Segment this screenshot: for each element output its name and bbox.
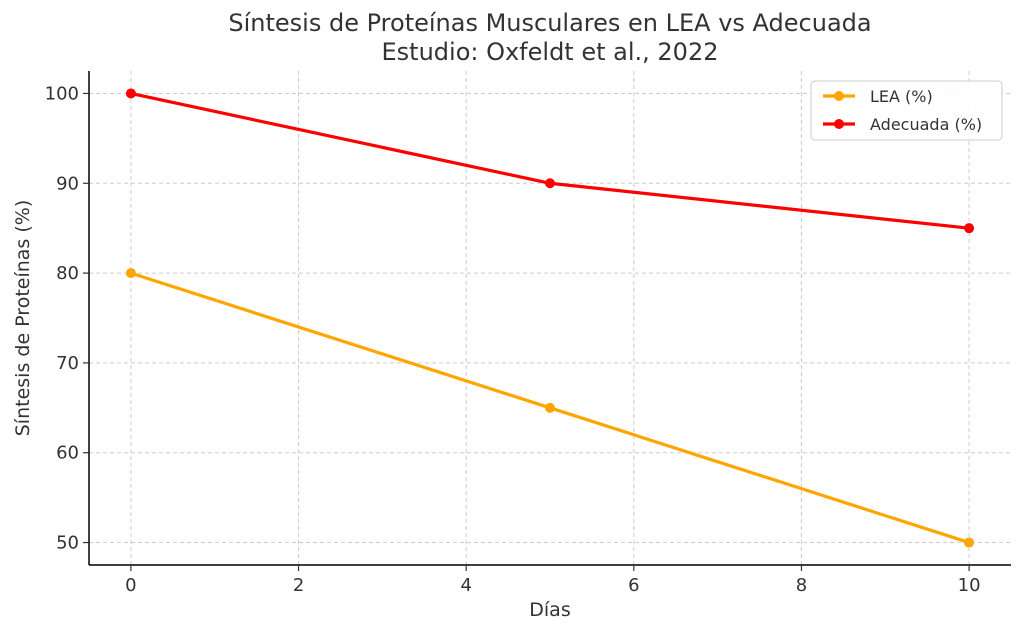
series: [125, 88, 975, 548]
series-adecuada: [125, 88, 975, 234]
x-tick-label: 6: [628, 575, 639, 596]
legend-swatch-marker: [834, 119, 844, 129]
data-point: [125, 88, 136, 99]
chart-subtitle: Estudio: Oxfeldt et al., 2022: [382, 38, 719, 66]
y-tick-label: 60: [56, 443, 79, 464]
axes: [88, 71, 1011, 566]
x-tick-label: 4: [460, 575, 471, 596]
y-tick-label: 70: [56, 353, 79, 374]
legend-items: LEA (%) Adecuada (%): [823, 87, 982, 134]
y-tick-label: 90: [56, 173, 79, 194]
x-tick-label: 10: [958, 575, 981, 596]
legend-box: [810, 80, 1003, 141]
x-axis-label: Días: [529, 599, 570, 621]
grid: [89, 71, 1011, 565]
x-tick-label: 0: [125, 575, 136, 596]
data-point: [964, 223, 975, 234]
y-ticks: 50 60 70 80 90 100: [45, 83, 89, 554]
legend-label: LEA (%): [870, 87, 933, 106]
legend: LEA (%) Adecuada (%): [810, 80, 1003, 141]
legend-label: Adecuada (%): [870, 115, 982, 134]
y-axis-label: Síntesis de Proteínas (%): [12, 200, 34, 437]
y-tick-label: 50: [56, 533, 79, 554]
series-lea: [125, 268, 975, 548]
legend-item: Adecuada (%): [823, 115, 982, 134]
data-point: [545, 402, 555, 413]
y-tick-label: 80: [56, 263, 79, 284]
chart-title: Síntesis de Proteínas Musculares en LEA …: [228, 9, 871, 37]
data-point: [125, 268, 136, 279]
y-tick-label: 100: [45, 83, 79, 104]
data-point: [545, 178, 555, 189]
legend-item: LEA (%): [823, 87, 933, 106]
x-tick-label: 2: [293, 575, 304, 596]
x-tick-label: 8: [796, 575, 807, 596]
x-ticks: 0 2 4 6 8 10: [125, 565, 981, 596]
data-point: [964, 537, 975, 548]
legend-swatch-marker: [834, 91, 844, 101]
